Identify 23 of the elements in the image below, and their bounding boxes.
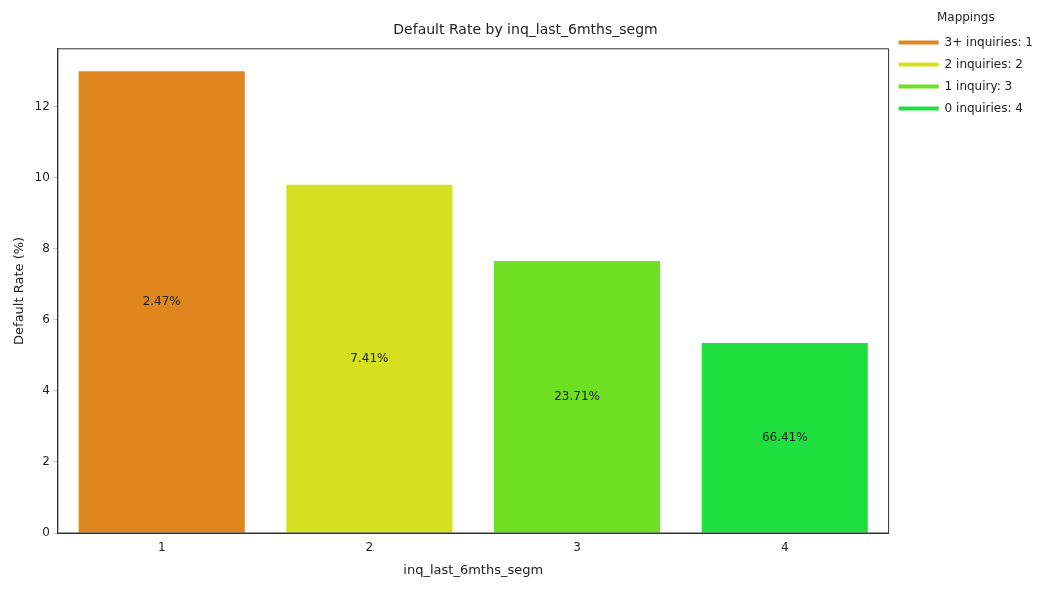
legend-label: 3+ inquiries: 1 <box>944 34 1034 49</box>
chart-title: Default Rate by inq_last_6mths_segm <box>393 21 658 38</box>
x-tick-label: 4 <box>780 540 789 555</box>
y-tick-label: 12 <box>34 98 50 113</box>
y-tick-label: 10 <box>34 169 50 184</box>
x-axis-title: inq_last_6mths_segm <box>403 561 544 577</box>
x-tick-label: 2 <box>365 540 374 555</box>
x-tick-label: 1 <box>157 540 166 555</box>
y-tick-label: 8 <box>42 240 50 255</box>
legend-label: 1 inquiry: 3 <box>944 78 1013 93</box>
y-tick-label: 4 <box>42 383 50 398</box>
legend-label: 0 inquiries: 4 <box>944 100 1023 115</box>
annotation: 23.71% <box>554 389 600 404</box>
annotation: 7.41% <box>350 351 389 366</box>
annotation: 2.47% <box>142 294 181 309</box>
y-tick-label: 6 <box>42 311 50 326</box>
x-tick-label: 3 <box>573 540 581 555</box>
legend-label: 2 inquiries: 2 <box>944 56 1023 71</box>
annotation: 66.41% <box>761 430 808 445</box>
y-tick-label: 2 <box>42 454 50 469</box>
y-tick-label: 0 <box>42 525 50 540</box>
y-axis-title: Default Rate (%) <box>11 236 27 345</box>
legend-title: Mappings <box>936 10 995 25</box>
